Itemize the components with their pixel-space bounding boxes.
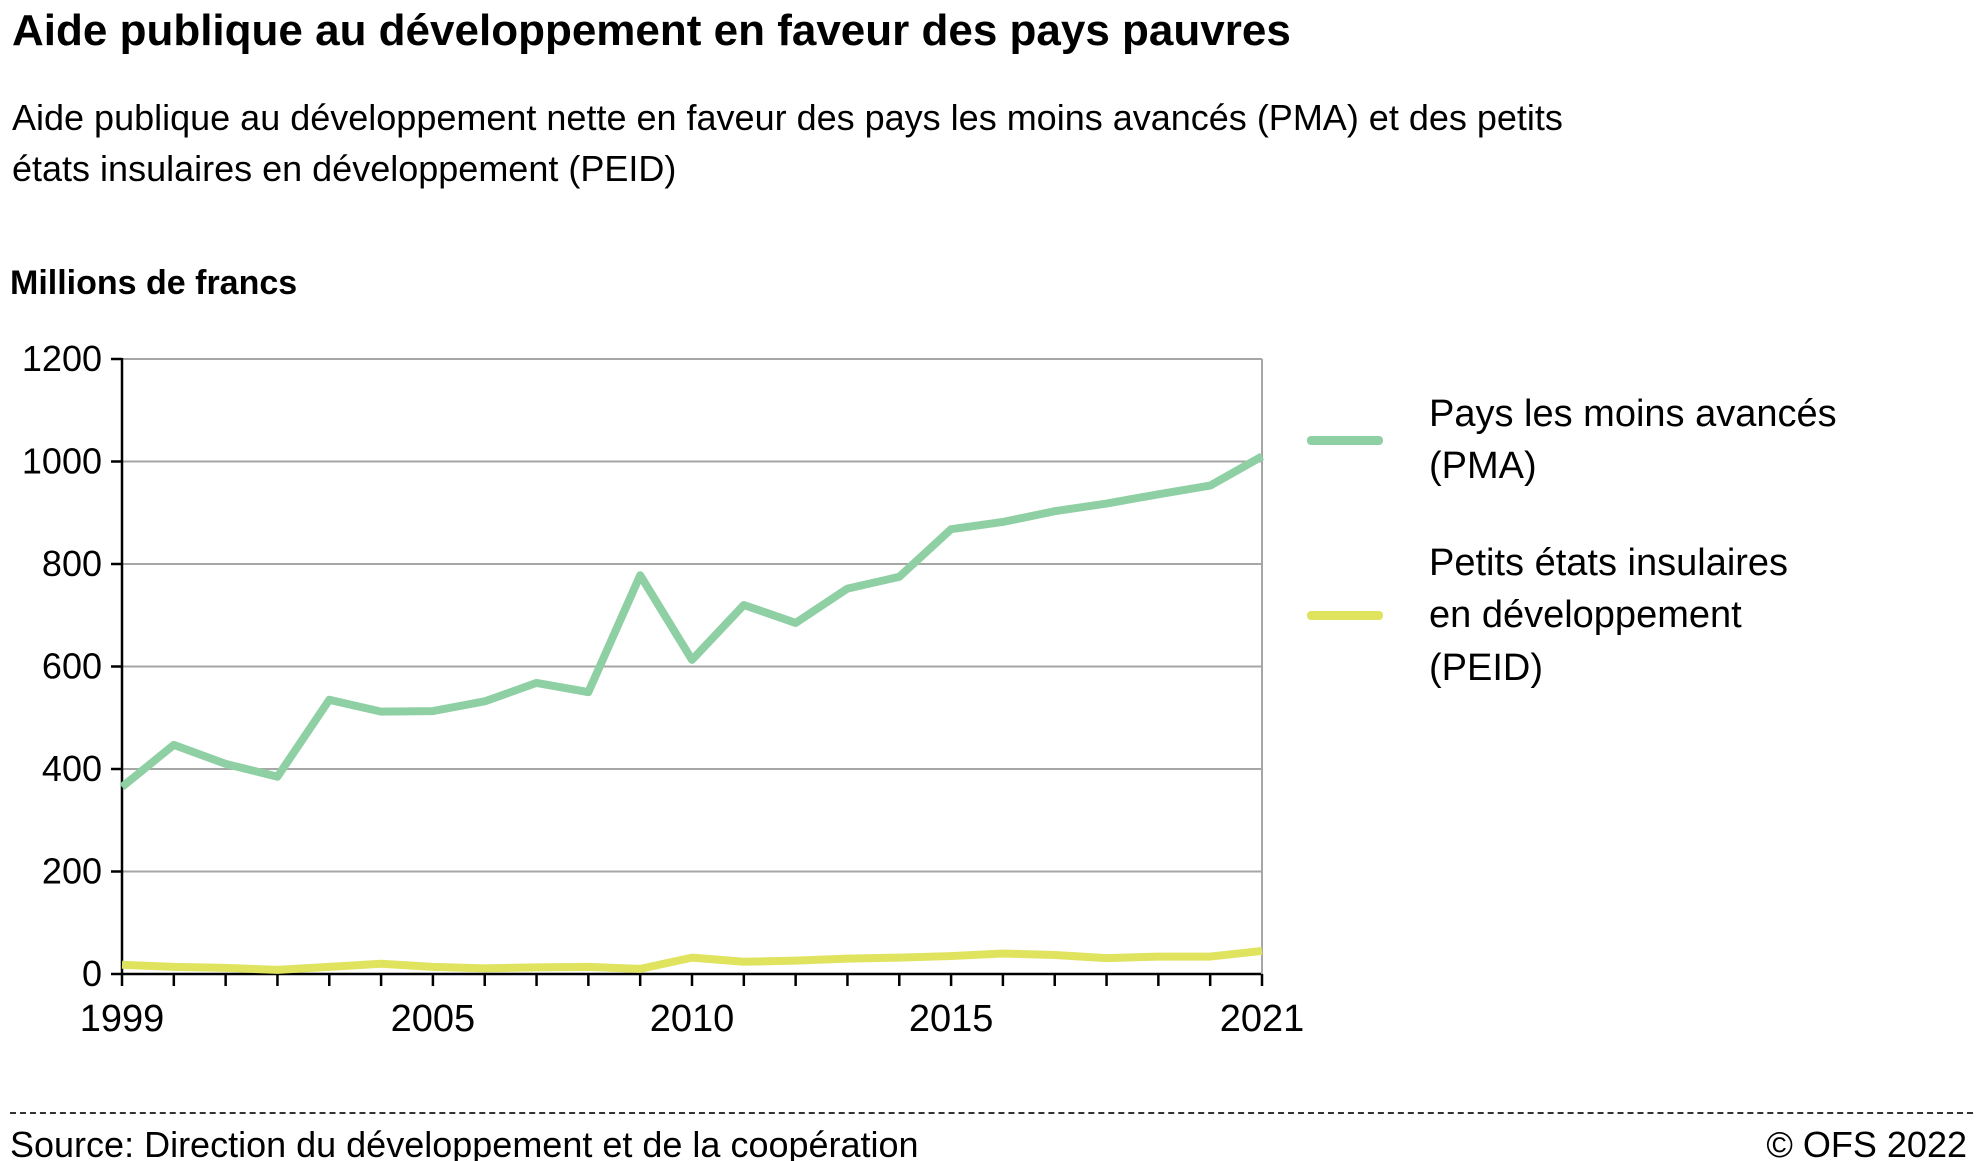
legend-swatch-peid (1307, 611, 1383, 621)
x-tick-label: 1999 (80, 998, 165, 1040)
legend-label-peid: Petits états insulaires en développement(… (1429, 541, 1789, 689)
x-tick-label: 2005 (391, 998, 476, 1040)
x-tick-label: 2021 (1220, 998, 1305, 1040)
page-subtitle: Aide publique au développement nette en … (12, 97, 1563, 190)
x-tick-label: 2015 (909, 998, 994, 1040)
series-line-pma (119, 452, 1264, 791)
y-tick-label: 600 (42, 646, 102, 687)
y-axis-unit-label: Millions de francs (10, 264, 298, 302)
page-title: Aide publique au développement en faveur… (12, 6, 1291, 55)
y-tick-label: 1200 (22, 338, 102, 379)
series-line-peid (121, 946, 1263, 974)
x-tick-label: 2010 (650, 998, 735, 1040)
y-tick-label: 1000 (22, 441, 102, 482)
legend-item-peid: Petits états insulaires en développement(… (1307, 537, 1837, 694)
y-tick-label: 0 (82, 953, 102, 994)
legend-label-pma: Pays les moins avancés (PMA) (1429, 393, 1837, 488)
chart-area: 0 200 400 600 800 1000 1200 1999 2005 2010 2015 202… (0, 320, 1360, 1090)
footer-divider (10, 1112, 1973, 1114)
line-chart: 0 200 400 600 800 1000 1200 1999 2005 2010 2015 202… (22, 338, 1305, 1040)
y-tick-label: 400 (42, 748, 102, 789)
footer: Source: Direction du développement et de… (10, 1124, 1967, 1161)
legend-item-pma: Pays les moins avancés (PMA) (1307, 388, 1837, 493)
y-tick-label: 200 (42, 851, 102, 892)
copyright-text: © OFS 2022 (1766, 1124, 1967, 1161)
y-tick-label: 800 (42, 543, 102, 584)
chart-legend: Pays les moins avancés (PMA) Petits états … (1307, 388, 1837, 694)
source-text: Source: Direction du développement et de… (10, 1124, 919, 1161)
legend-swatch-pma (1307, 435, 1383, 445)
